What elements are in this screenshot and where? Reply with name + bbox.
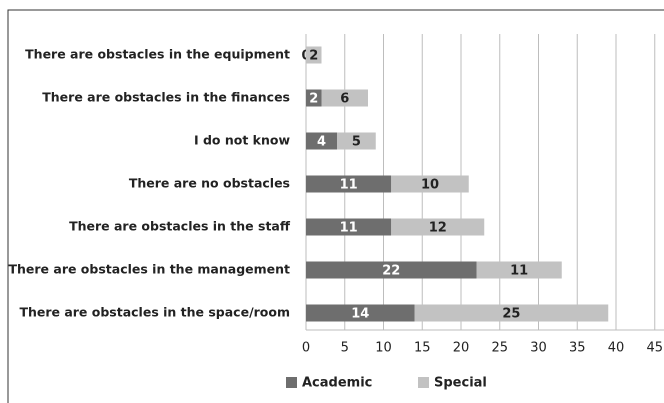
category-label: There are obstacles in the equipment [25,47,290,62]
bar-segment [306,89,322,107]
bar-segment [306,261,477,279]
category-label: I do not know [194,133,291,148]
x-tick-label: 5 [341,341,349,356]
data-label: 14 [351,307,369,322]
data-label: 12 [429,221,447,236]
x-tick-label: 10 [375,341,392,356]
data-label: 5 [352,135,361,150]
bar-segment [337,132,376,150]
data-label: 4 [317,135,326,150]
x-tick-label: 45 [646,341,663,356]
data-label: 6 [340,92,349,107]
bar-segment [391,175,469,193]
data-label: 10 [421,178,439,193]
legend-swatch [418,377,429,388]
bar-segment [306,175,392,193]
category-label: There are no obstacles [129,176,290,191]
frame [7,9,664,403]
data-label: 25 [502,307,520,322]
x-tick-label: 25 [491,341,508,356]
legend-swatch [286,377,297,388]
x-tick-label: 20 [453,341,470,356]
bar-segment [306,46,322,64]
bar-segment [391,218,485,236]
legend-label: Academic [302,376,372,391]
data-label: 2 [309,49,318,64]
bar-segment [476,261,562,279]
category-label: There are obstacles in the finances [42,90,290,105]
data-label: 11 [340,178,358,193]
bar-segment [321,89,368,107]
category-label: There are obstacles in the management [8,262,290,277]
x-tick-label: 35 [569,341,586,356]
bar-segment [306,304,415,322]
data-label: 11 [510,264,528,279]
data-label: 22 [382,264,400,279]
data-label: 2 [309,92,318,107]
bar-segment [414,304,609,322]
data-label: 11 [340,221,358,236]
x-tick-label: 15 [414,341,431,356]
category-label: There are obstacles in the space/room [19,305,290,320]
legend-label: Special [434,376,487,391]
x-tick-label: 0 [302,341,310,356]
x-tick-label: 40 [608,341,625,356]
x-tick-label: 30 [530,341,547,356]
bar-segment [306,132,337,150]
category-label: There are obstacles in the staff [69,219,291,234]
bar-segment [306,218,392,236]
